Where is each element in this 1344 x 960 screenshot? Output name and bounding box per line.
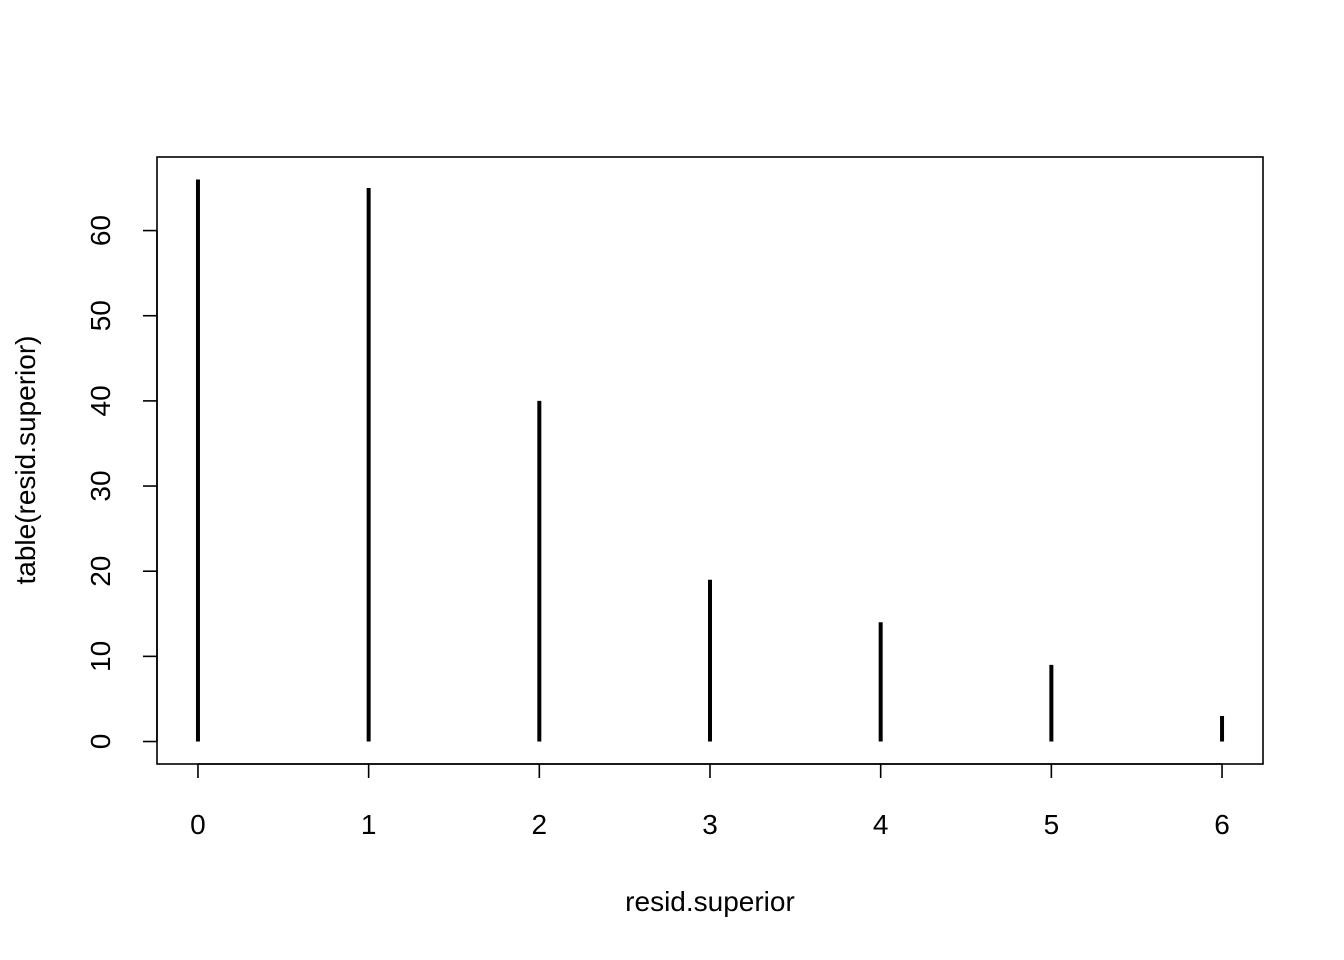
x-axis-label: resid.superior <box>625 886 795 917</box>
y-axis: 0 10 20 30 40 50 60 <box>85 215 158 750</box>
x-tick-label-3: 3 <box>702 809 718 840</box>
x-axis: 0 1 2 3 4 5 6 <box>190 763 1230 840</box>
x-tick-label-0: 0 <box>190 809 206 840</box>
x-tick-label-4: 4 <box>873 809 889 840</box>
x-tick-label-5: 5 <box>1044 809 1060 840</box>
x-tick-label-6: 6 <box>1214 809 1230 840</box>
y-tick-label-40: 40 <box>85 385 116 416</box>
y-tick-label-10: 10 <box>85 641 116 672</box>
x-tick-label-1: 1 <box>361 809 377 840</box>
bars <box>195 179 1225 742</box>
y-tick-label-50: 50 <box>85 300 116 331</box>
x-tick-label-2: 2 <box>532 809 548 840</box>
y-tick-label-60: 60 <box>85 215 116 246</box>
y-tick-label-20: 20 <box>85 556 116 587</box>
y-axis-label: table(resid.superior) <box>10 336 41 585</box>
y-tick-label-30: 30 <box>85 470 116 501</box>
y-tick-label-0: 0 <box>85 734 116 750</box>
